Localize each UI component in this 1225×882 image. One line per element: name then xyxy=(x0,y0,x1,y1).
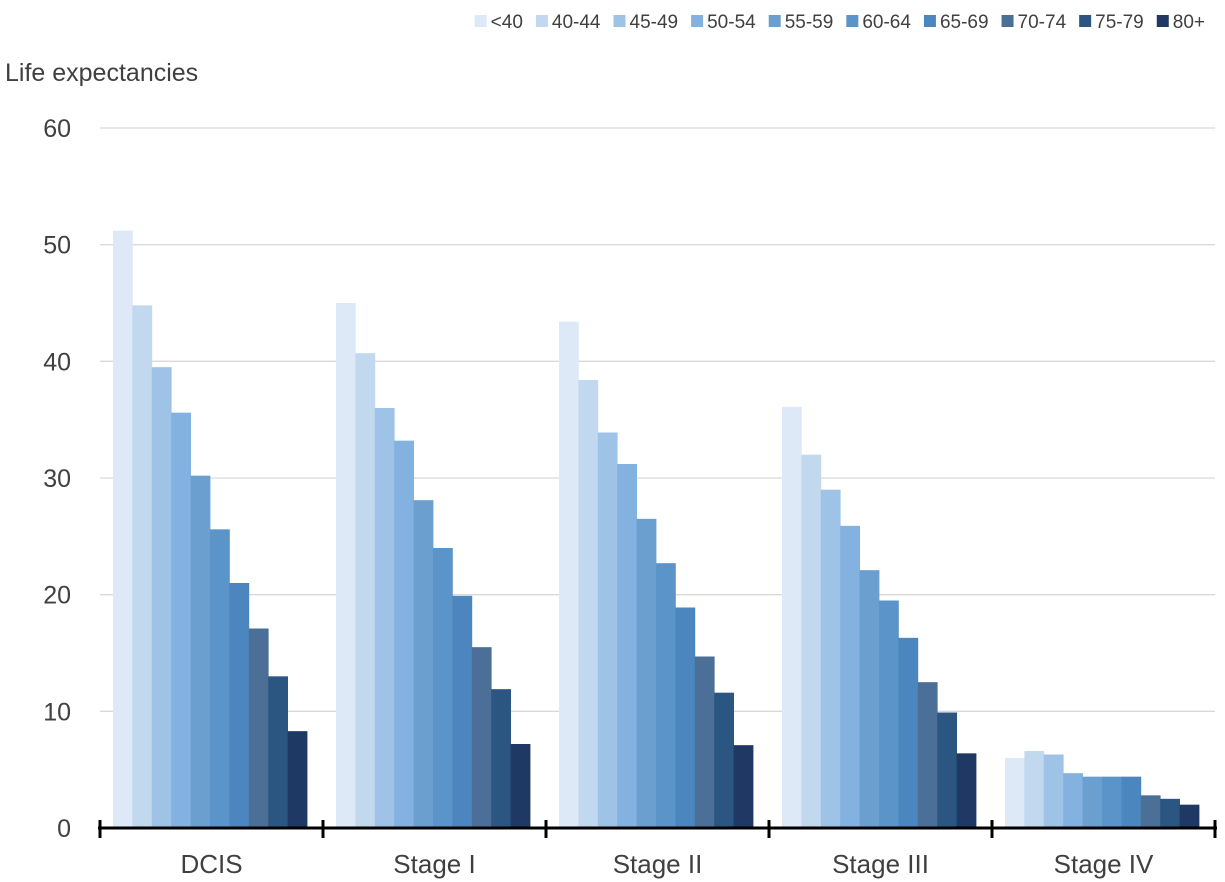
x-category-label: Stage IV xyxy=(1054,849,1154,879)
legend-label: 65-69 xyxy=(940,12,989,33)
y-tick-label: 50 xyxy=(43,232,71,260)
bar xyxy=(617,464,637,828)
bar xyxy=(151,367,172,828)
bar xyxy=(1043,754,1064,828)
bar xyxy=(190,475,211,828)
bar xyxy=(132,305,153,828)
legend-swatch xyxy=(1079,15,1092,27)
bar xyxy=(471,647,492,828)
legend: <40 40-44 45-49 50-54 55-59 60-64 65-69 70-74 75… xyxy=(474,12,1205,33)
bar xyxy=(879,600,899,828)
bar xyxy=(917,682,938,828)
bar xyxy=(820,489,841,828)
legend-item: 50-54 xyxy=(691,12,756,33)
legend-item: 40-44 xyxy=(535,12,601,33)
bar xyxy=(675,607,696,828)
legend-label: 45-49 xyxy=(630,12,679,33)
y-tick-label: 0 xyxy=(57,815,71,843)
bar xyxy=(210,529,230,828)
bar xyxy=(1082,776,1103,828)
bar xyxy=(452,595,473,828)
legend-item: <40 xyxy=(474,12,523,33)
legend-item: 65-69 xyxy=(923,12,989,33)
bar xyxy=(394,440,414,828)
bar xyxy=(1121,776,1142,828)
legend-label: <40 xyxy=(491,12,523,33)
bar xyxy=(413,500,434,828)
legend-label: 70-74 xyxy=(1018,12,1067,33)
legend-swatch xyxy=(613,15,626,27)
x-category-label: Stage III xyxy=(832,849,929,879)
legend-label: 50-54 xyxy=(707,12,756,33)
bar xyxy=(714,692,734,828)
bar xyxy=(859,570,880,828)
bar xyxy=(1005,758,1025,828)
legend-label: 80+ xyxy=(1173,12,1205,33)
bar xyxy=(1063,773,1083,828)
legend-item: 70-74 xyxy=(1001,12,1067,33)
y-tick-label: 30 xyxy=(43,465,71,493)
gridlines xyxy=(100,127,1215,712)
bar xyxy=(336,303,356,828)
bar xyxy=(113,230,133,828)
bar xyxy=(782,406,802,828)
legend-item: 75-79 xyxy=(1079,12,1144,33)
x-category-label: DCIS xyxy=(180,849,242,879)
y-tick-label: 60 xyxy=(43,115,71,143)
legend-item: 45-49 xyxy=(613,12,679,33)
bar xyxy=(636,518,657,828)
bar xyxy=(1102,776,1122,828)
y-axis-ticks: 0 10 20 30 40 50 60 xyxy=(43,115,71,843)
bar xyxy=(374,408,395,828)
bar xyxy=(937,712,957,828)
y-tick-label: 20 xyxy=(43,582,71,610)
bar xyxy=(433,548,453,828)
bar xyxy=(733,745,754,828)
bar xyxy=(1179,804,1200,828)
legend-swatch xyxy=(846,15,859,27)
legend-item: 60-64 xyxy=(846,12,911,33)
x-category-label: Stage I xyxy=(393,849,475,879)
x-axis: DCIS Stage I Stage II Stage III Stage IV xyxy=(98,820,1217,879)
bar xyxy=(694,656,715,828)
bar xyxy=(1024,751,1045,828)
bar xyxy=(248,628,269,828)
legend-swatch xyxy=(923,15,936,27)
legend-swatch xyxy=(1001,15,1014,27)
legend-label: 55-59 xyxy=(785,12,834,33)
bar xyxy=(287,731,308,828)
bar xyxy=(1140,795,1161,828)
bar xyxy=(956,753,977,828)
y-axis-label: Life expectancies xyxy=(5,59,198,87)
y-tick-label: 10 xyxy=(43,698,71,726)
legend-item: 55-59 xyxy=(768,12,834,33)
legend-item: 80+ xyxy=(1156,12,1205,33)
bar xyxy=(171,412,191,828)
bar xyxy=(510,744,531,828)
legend-swatch xyxy=(1156,15,1169,27)
legend-swatch xyxy=(691,15,704,27)
bar xyxy=(597,432,618,828)
y-tick-label: 40 xyxy=(43,348,71,376)
bar xyxy=(268,676,288,828)
legend-swatch xyxy=(535,15,548,27)
bar xyxy=(840,525,860,828)
bar xyxy=(229,583,250,828)
bar xyxy=(355,353,376,828)
legend-label: 75-79 xyxy=(1095,12,1144,33)
x-category-label: Stage II xyxy=(613,849,703,879)
legend-label: 40-44 xyxy=(552,12,601,33)
legend-label: 60-64 xyxy=(862,12,911,33)
bars xyxy=(113,230,1200,828)
bar xyxy=(578,380,599,828)
bar xyxy=(1160,798,1180,828)
bar xyxy=(898,637,919,828)
legend-swatch xyxy=(768,15,781,27)
bar xyxy=(656,563,676,828)
bar xyxy=(801,454,822,828)
bar xyxy=(491,689,511,828)
bar xyxy=(559,321,579,828)
legend-swatch xyxy=(474,15,487,27)
